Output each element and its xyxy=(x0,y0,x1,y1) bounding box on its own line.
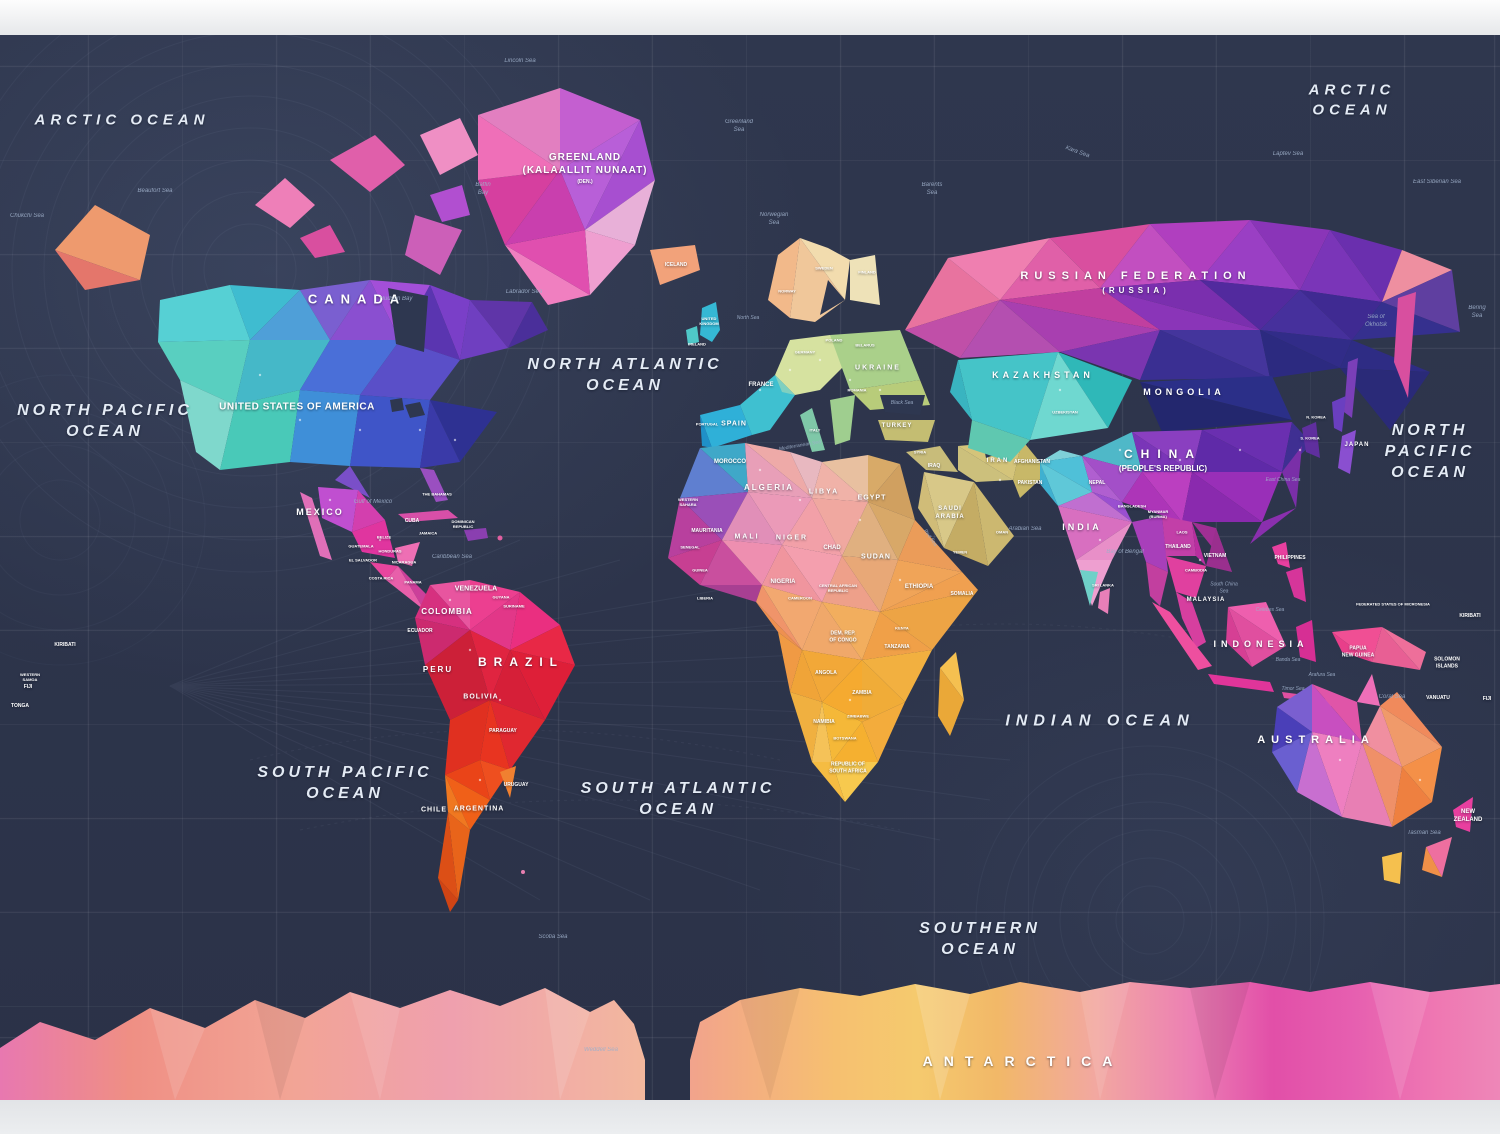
poster-margin-bottom xyxy=(0,1100,1500,1134)
poster-margin-top xyxy=(0,0,1500,35)
city-dots xyxy=(258,358,1422,782)
region-south-asia xyxy=(1040,450,1232,648)
continent-south-america xyxy=(415,580,575,912)
decor-fan-lines xyxy=(169,539,1281,901)
region-indonesia xyxy=(1152,542,1426,708)
continent-antarctica xyxy=(0,982,1500,1100)
region-east-asia xyxy=(1082,376,1356,544)
region-central-asia xyxy=(950,352,1132,462)
continent-greenland xyxy=(478,88,700,305)
continent-asia-north xyxy=(905,220,1460,430)
decor-rings xyxy=(0,35,1325,1095)
continent-australia xyxy=(1272,674,1473,884)
map-canvas xyxy=(0,35,1500,1100)
continent-europe xyxy=(686,238,935,452)
continent-africa xyxy=(668,443,978,802)
continent-north-america xyxy=(55,118,548,610)
continents-svg xyxy=(0,35,1500,1100)
